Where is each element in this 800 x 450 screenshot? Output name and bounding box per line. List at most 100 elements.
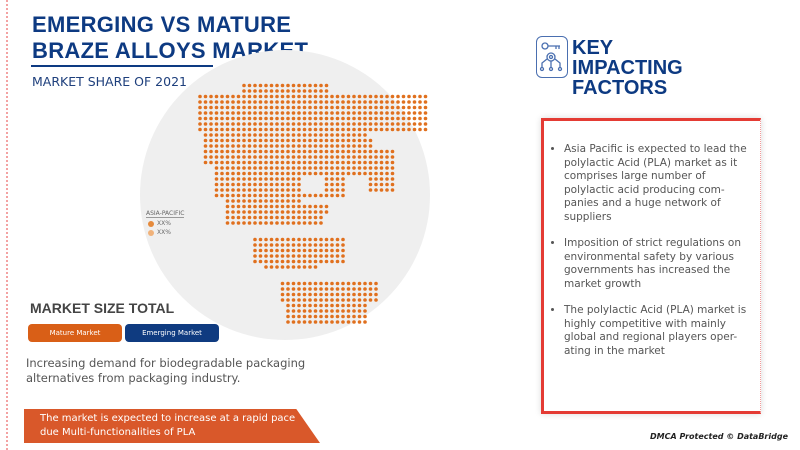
map-dot [352, 105, 356, 110]
map-dot [341, 127, 345, 132]
map-dot [363, 303, 367, 308]
map-dot [258, 155, 263, 159]
map-dot [379, 155, 384, 159]
map-dot [280, 105, 285, 110]
map-dot [247, 89, 252, 93]
map-dot [412, 122, 417, 126]
mature-market-button[interactable]: Mature Market [28, 324, 122, 342]
map-dot [258, 237, 263, 242]
map-dot [401, 105, 406, 110]
map-dot [313, 171, 318, 176]
map-dot [374, 171, 378, 176]
map-dot [324, 155, 329, 159]
map-dot [313, 111, 318, 115]
map-dot [198, 111, 202, 115]
map-dot [231, 105, 235, 110]
map-dot [286, 243, 290, 247]
map-dot [319, 116, 323, 121]
map-dot [324, 287, 329, 291]
map-dot [352, 144, 356, 148]
map-dot [313, 259, 318, 264]
map-dot [324, 248, 329, 253]
map-dot [209, 105, 213, 110]
map-dot [297, 237, 301, 242]
map-dot [324, 188, 329, 192]
map-dot [225, 94, 230, 99]
map-dot [302, 155, 307, 159]
map-dot [330, 160, 334, 165]
map-dot [390, 155, 395, 159]
map-dot [286, 314, 290, 319]
map-dot [286, 122, 290, 126]
map-dot [407, 122, 411, 126]
map-dot [225, 116, 230, 121]
map-dot [214, 94, 219, 99]
map-dot [313, 160, 318, 165]
map-dot [220, 105, 224, 110]
map-dot [225, 166, 230, 170]
map-dot [401, 127, 406, 132]
map-dot [330, 292, 334, 297]
map-dot [308, 83, 312, 88]
map-dot [220, 116, 224, 121]
map-dot [220, 111, 224, 115]
map-dot [341, 303, 345, 308]
key-gear-network-icon [536, 36, 568, 78]
map-dot [390, 116, 395, 121]
map-dot [198, 116, 202, 121]
map-dot [357, 155, 362, 159]
map-dot [396, 94, 400, 99]
map-dot [368, 122, 373, 126]
map-dot [275, 94, 279, 99]
map-dot [258, 100, 263, 104]
map-dot [357, 116, 362, 121]
map-dot [412, 111, 417, 115]
map-dot [324, 171, 329, 176]
map-dot [242, 133, 246, 137]
map-dot [242, 105, 246, 110]
map-dot [401, 100, 406, 104]
map-dot [363, 111, 367, 115]
map-dot [291, 94, 296, 99]
map-dot [330, 122, 334, 126]
map-dot [247, 105, 252, 110]
map-dot [269, 210, 274, 214]
map-dot [225, 182, 230, 187]
map-dot [297, 160, 301, 165]
map-dot [291, 144, 296, 148]
map-dot [385, 94, 389, 99]
map-dot [280, 221, 285, 225]
map-dot [313, 144, 318, 148]
map-dot [209, 149, 213, 154]
map-dot [291, 138, 296, 143]
map-dot [286, 138, 290, 143]
map-dot [275, 116, 279, 121]
map-dot [335, 188, 340, 192]
map-dot [319, 243, 323, 247]
map-dot [302, 215, 307, 220]
map-dot [225, 188, 230, 192]
map-dot [357, 281, 362, 286]
map-dot [258, 122, 263, 126]
map-dot [368, 105, 373, 110]
map-dot [253, 138, 257, 143]
map-dot [374, 292, 378, 297]
map-dot [286, 94, 290, 99]
map-dot [335, 133, 340, 137]
map-dot [346, 105, 351, 110]
map-dot [258, 144, 263, 148]
map-dot [308, 248, 312, 253]
map-dot [275, 248, 279, 253]
emerging-market-button[interactable]: Emerging Market [125, 324, 219, 342]
map-dot [357, 303, 362, 308]
map-dot [286, 259, 290, 264]
legend-swatch [148, 220, 154, 227]
map-dot [385, 166, 389, 170]
map-dot [363, 320, 367, 324]
map-dot [330, 188, 334, 192]
map-dot [302, 133, 307, 137]
map-dot [357, 292, 362, 297]
map-dot [313, 210, 318, 214]
map-dot [330, 309, 334, 313]
map-dot [286, 160, 290, 165]
